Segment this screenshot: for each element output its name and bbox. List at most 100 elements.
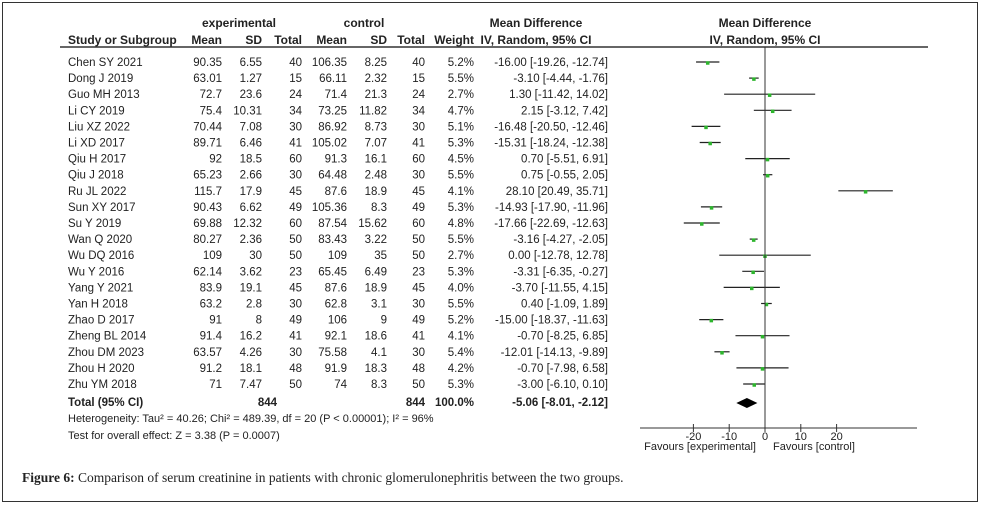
weight: 5.5% <box>448 234 474 246</box>
exp-sd: 4.26 <box>240 347 262 359</box>
ctl-total: 30 <box>412 121 425 133</box>
ctl-total: 30 <box>412 299 425 311</box>
mean-diff-ci: -0.70 [-8.25, 6.85] <box>517 331 608 343</box>
exp-sd: 18.5 <box>240 154 262 166</box>
ctl-mean: 83.43 <box>318 234 347 246</box>
ctl-mean: 73.25 <box>318 105 347 117</box>
study-name: Wan Q 2020 <box>68 234 132 246</box>
study-point <box>767 93 772 97</box>
study-point <box>765 157 770 162</box>
ctl-sd: 18.3 <box>365 363 387 375</box>
mean-diff-ci: -0.70 [-7.98, 6.58] <box>517 363 608 375</box>
study-point <box>751 270 755 275</box>
weight: 5.3% <box>448 138 474 150</box>
mean-diff-ci: -14.93 [-17.90, -11.96] <box>495 202 608 214</box>
exp-mean: 90.35 <box>193 57 222 69</box>
mean-diff-ci: -15.31 [-18.24, -12.38] <box>494 138 608 150</box>
ctl-mean: 106 <box>328 315 347 327</box>
group-header-experimental: experimental <box>202 16 276 30</box>
table-header: experimental control Mean Difference Mea… <box>60 16 928 48</box>
table-row: Dong J 2019 63.01 1.27 15 66.11 2.32 15 5.5% -3.… <box>68 73 608 85</box>
weight: 5.2% <box>448 315 474 327</box>
exp-sd: 12.32 <box>233 218 262 230</box>
table-row: Zheng BL 2014 91.4 16.2 41 92.1 18.6 41 4.1% -0.… <box>68 331 608 343</box>
summary-diamond <box>736 398 758 408</box>
xlabel-left: Favours [experimental] <box>644 441 756 453</box>
exp-sd: 18.1 <box>240 363 262 375</box>
study-name: Sun XY 2017 <box>68 202 136 214</box>
total-row: Total (95% CI) 844 844 100.0% -5.06 [-8.… <box>68 397 608 409</box>
exp-mean: 83.9 <box>200 282 222 294</box>
exp-mean: 80.27 <box>193 234 222 246</box>
mean-diff-ci: -16.48 [-20.50, -12.46] <box>494 121 608 133</box>
study-name: Zhao D 2017 <box>68 315 135 327</box>
study-name: Guo MH 2013 <box>68 89 140 101</box>
study-name: Li XD 2017 <box>68 138 125 150</box>
group-header-control: control <box>344 16 385 30</box>
ctl-mean: 75.58 <box>318 347 347 359</box>
exp-total: 30 <box>289 121 302 133</box>
exp-mean: 92 <box>209 154 222 166</box>
ctl-mean: 65.45 <box>318 266 347 278</box>
exp-mean: 90.43 <box>193 202 222 214</box>
ctl-mean: 106.35 <box>312 57 347 69</box>
mean-diff-ci: -16.00 [-19.26, -12.74] <box>494 57 608 69</box>
ctl-mean: 87.6 <box>325 282 347 294</box>
weight: 5.2% <box>448 57 474 69</box>
exp-mean: 109 <box>203 250 222 262</box>
ctl-mean: 86.92 <box>318 121 347 133</box>
study-name: Ru JL 2022 <box>68 186 126 198</box>
exp-total: 60 <box>289 154 302 166</box>
weight: 4.8% <box>448 218 474 230</box>
exp-sd: 23.6 <box>240 89 262 101</box>
exp-sd: 2.8 <box>246 299 262 311</box>
ctl-mean: 91.3 <box>325 154 347 166</box>
exp-mean: 115.7 <box>194 186 222 198</box>
exp-mean: 63.57 <box>193 347 222 359</box>
study-point <box>752 383 757 387</box>
figure-frame <box>2 2 978 502</box>
weight: 4.7% <box>448 105 474 117</box>
study-name: Qiu H 2017 <box>68 154 126 166</box>
mean-diff-ci: -12.01 [-14.13, -9.89] <box>501 347 608 359</box>
plot-marks <box>683 61 893 408</box>
effect-header: Mean Difference <box>490 16 583 30</box>
exp-sd: 7.08 <box>240 121 262 133</box>
ctl-total: 49 <box>412 315 425 327</box>
table-row: Wu Y 2016 62.14 3.62 23 65.45 6.49 23 5.3% -3.31… <box>68 266 608 278</box>
table-row: Liu XZ 2022 70.44 7.08 30 86.92 8.73 30 5.1% -16… <box>68 121 608 133</box>
ctl-total: 50 <box>412 250 425 262</box>
exp-total: 50 <box>289 379 302 391</box>
study-name: Zhu YM 2018 <box>68 379 137 391</box>
study-point <box>708 141 712 146</box>
table-row: Ru JL 2022 115.7 17.9 45 87.6 18.9 45 4.1% 28.10… <box>68 186 608 198</box>
study-point <box>709 318 714 323</box>
x-tick-label: 20 <box>830 431 842 443</box>
study-point <box>709 206 714 210</box>
caption-text: Comparison of serum creatinine in patien… <box>74 470 624 485</box>
table-row: Zhou H 2020 91.2 18.1 48 91.9 18.3 48 4.2% -0.70… <box>68 363 608 375</box>
exp-total: 40 <box>289 57 302 69</box>
col-header-ctl-total: Total <box>397 33 425 47</box>
table-row: Li CY 2019 75.4 10.31 34 73.25 11.82 34 4.7% 2.1… <box>68 105 608 117</box>
exp-sd: 6.62 <box>240 202 262 214</box>
weight: 5.5% <box>448 299 474 311</box>
exp-mean: 65.23 <box>193 170 222 182</box>
caption-label: Figure 6: <box>22 470 75 485</box>
study-name: Qiu J 2018 <box>68 170 124 182</box>
xlabel-right: Favours [control] <box>773 441 855 453</box>
mean-diff-ci: -3.10 [-4.44, -1.76] <box>513 73 608 85</box>
study-point <box>752 77 756 81</box>
ctl-total: 60 <box>412 154 425 166</box>
x-tick-label: 10 <box>795 431 807 443</box>
exp-mean: 71 <box>209 379 222 391</box>
exp-sd: 3.62 <box>240 266 262 278</box>
weight: 5.5% <box>448 73 474 85</box>
table-row: Wu DQ 2016 109 30 50 109 35 50 2.7% 0.00 [-12.78… <box>68 250 608 262</box>
study-rows: Chen SY 2021 90.35 6.55 40 106.35 8.25 40 5.2% -… <box>68 57 608 391</box>
exp-sd: 2.66 <box>240 170 262 182</box>
study-name: Yang Y 2021 <box>68 282 133 294</box>
study-point <box>720 351 724 355</box>
ctl-sd: 16.1 <box>365 154 387 166</box>
mean-diff-ci: 0.75 [-0.55, 2.05] <box>521 170 608 182</box>
